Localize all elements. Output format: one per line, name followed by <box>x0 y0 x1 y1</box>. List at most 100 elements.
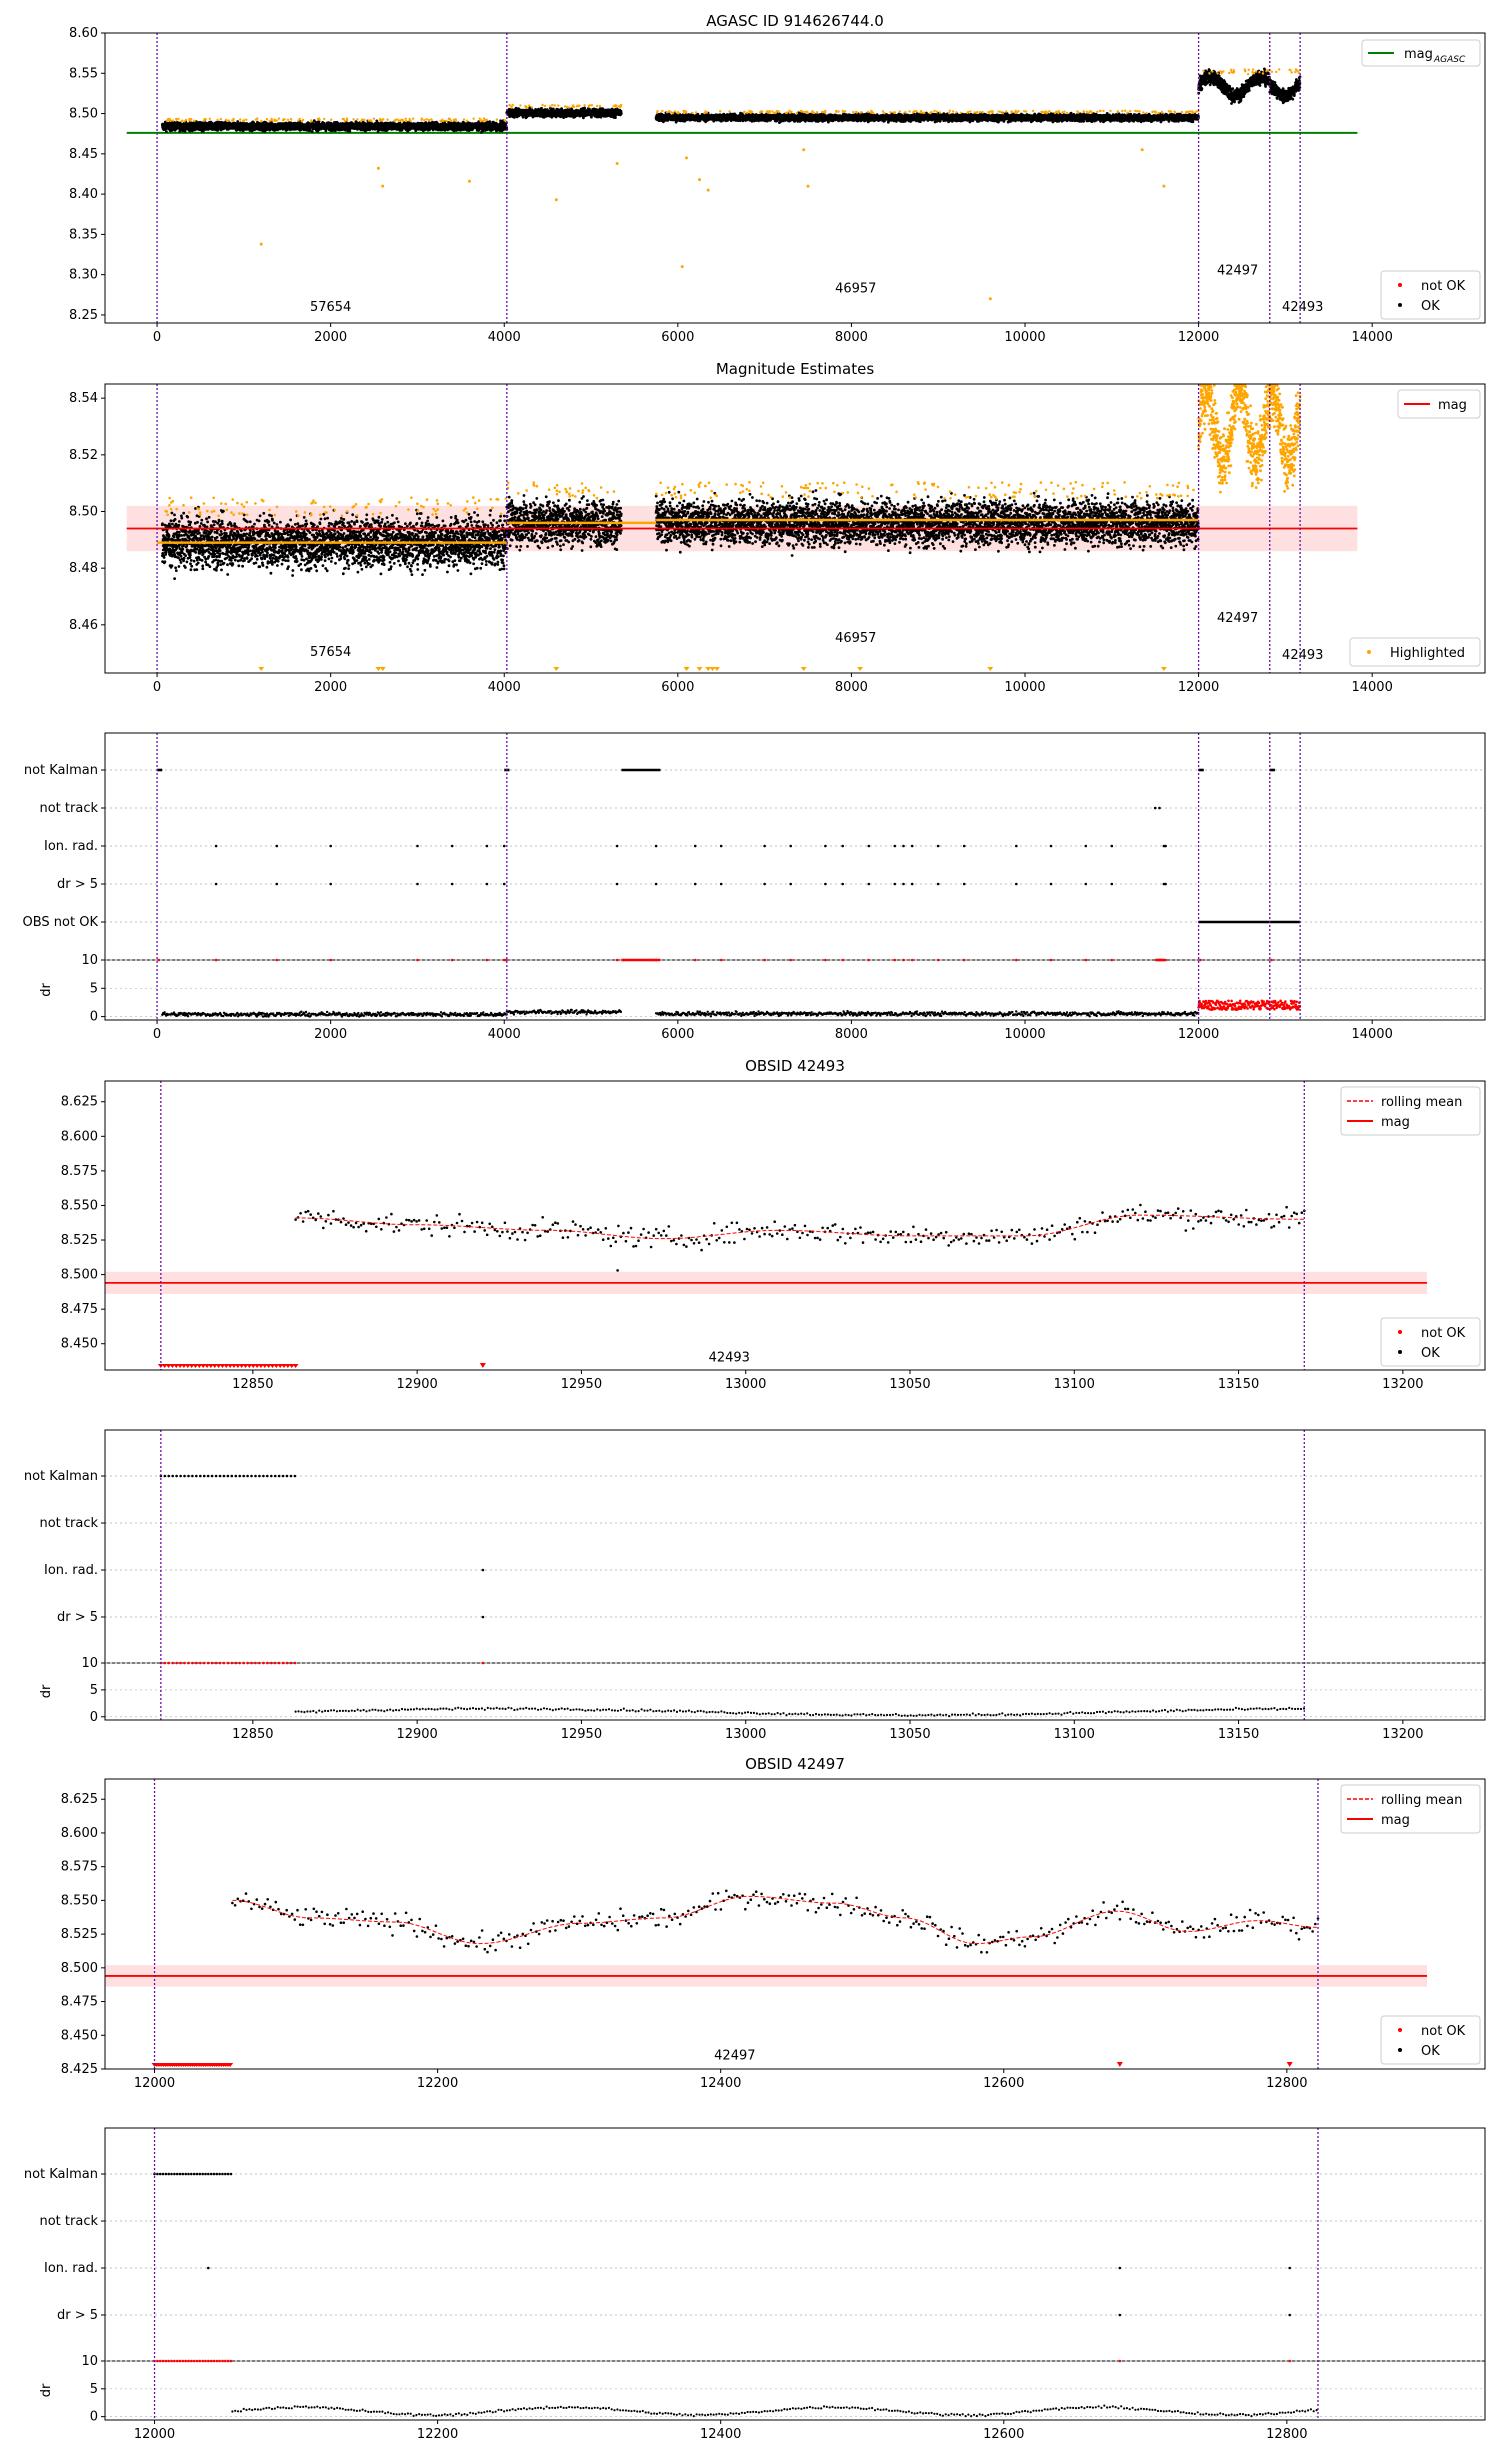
x-tick-label: 12600 <box>983 2427 1024 2442</box>
plot-frame <box>104 1080 1486 1371</box>
obsid-label: 42497 <box>714 2049 755 2064</box>
legend-dot-swatch <box>1398 303 1402 307</box>
x-tick-label: 4000 <box>488 680 521 695</box>
x-tick-label: 13050 <box>889 1377 930 1392</box>
y-tick-label: 8.500 <box>61 1961 98 1976</box>
rolling-mean-line <box>295 1214 1305 1240</box>
ok-points <box>654 111 1200 124</box>
flag-label: dr > 5 <box>57 1610 98 1625</box>
y-tick-label: 8.48 <box>69 561 98 576</box>
x-tick-label: 13150 <box>1218 1377 1259 1392</box>
x-tick-label: 14000 <box>1351 330 1392 345</box>
x-tick-label: 2000 <box>314 680 347 695</box>
legend-mag: mag <box>1397 389 1481 419</box>
x-tick-label: 12000 <box>134 2076 175 2091</box>
x-tick-label: 12000 <box>1178 1027 1219 1042</box>
x-tick-label: 13000 <box>725 1727 766 1742</box>
x-tick-label: 2000 <box>314 330 347 345</box>
y-tick-label: 8.425 <box>61 2062 98 2077</box>
legend-subscript: AGASC <box>1433 55 1466 65</box>
flag-label: not track <box>39 1516 98 1531</box>
flag-label: not track <box>39 2214 98 2229</box>
plot-frame <box>104 1429 1486 1721</box>
panel-flags-2: not Kalman not track Ion. rad. dr > 5 OBS no… <box>23 732 1486 1042</box>
flag-label: Ion. rad. <box>44 1563 98 1578</box>
legend-entry: rolling mean <box>1381 1793 1462 1808</box>
x-tick-label: 12200 <box>417 2076 458 2091</box>
panel-obsid-3: OBSID 42493 42493 12850 12900 12950 13000 1305… <box>61 1057 1486 1392</box>
y-tick-label: 8.525 <box>61 1927 98 1942</box>
legend-entry: not OK <box>1421 279 1466 294</box>
y-tick-label: 8.450 <box>61 2028 98 2043</box>
y-tick-label: 8.54 <box>69 391 98 406</box>
x-tick-label: 12850 <box>232 1377 273 1392</box>
ok-points <box>294 1203 1306 1252</box>
out-of-range-marker <box>696 667 703 671</box>
panel-agasc: AGASC ID 914626744.0 57654 46957 42497 42493… <box>69 12 1486 345</box>
legend-dot-swatch <box>1398 2028 1402 2032</box>
out-of-range-marker <box>709 667 716 671</box>
y-tick-label: 8.25 <box>69 308 98 323</box>
panel-title: OBSID 42497 <box>745 1755 845 1773</box>
plot-frame <box>104 732 1486 1021</box>
x-tick-label: 4000 <box>488 1027 521 1042</box>
x-tick-label: 12400 <box>700 2076 741 2091</box>
highlighted-points <box>1197 384 1302 494</box>
highlighted-points <box>655 480 1195 500</box>
plot-frame <box>104 32 1486 324</box>
out-of-range-marker <box>987 667 994 671</box>
obsid-label: 42497 <box>1217 611 1258 626</box>
x-tick-label: 10000 <box>1004 330 1045 345</box>
legend-ok-status: not OK OK <box>1380 1317 1481 1367</box>
obsid-label: 42493 <box>1282 648 1323 663</box>
y-tick-label: 8.625 <box>61 1095 98 1110</box>
out-of-range-marker <box>800 667 807 671</box>
x-tick-label: 13150 <box>1218 1727 1259 1742</box>
flag-label: OBS not OK <box>23 915 99 930</box>
rolling-mean-line <box>232 1895 1319 1945</box>
legend-frame <box>1340 1086 1481 1136</box>
out-of-range-marker <box>1160 667 1167 671</box>
x-tick-label: 12900 <box>396 1727 437 1742</box>
x-tick-label: 8000 <box>835 1027 868 1042</box>
flag-label: not Kalman <box>24 763 98 778</box>
x-tick-label: 12000 <box>1178 680 1219 695</box>
x-tick-label: 8000 <box>835 680 868 695</box>
x-tick-label: 13100 <box>1054 1377 1095 1392</box>
flag-label: dr > 5 <box>57 2308 98 2323</box>
out-of-range-marker <box>713 667 720 671</box>
y-tick-label: 8.600 <box>61 1826 98 1841</box>
dr-ok-points <box>231 2404 1318 2418</box>
dr-tick-label: 10 <box>81 2354 98 2369</box>
y-tick-label: 8.46 <box>69 618 98 633</box>
dr-ok-points <box>294 1706 1306 1718</box>
x-tick-label: 14000 <box>1351 1027 1392 1042</box>
out-of-range-marker <box>375 667 382 671</box>
y-tick-label: 8.52 <box>69 448 98 463</box>
legend-entry: mag <box>1381 1115 1410 1130</box>
y-tick-label: 8.475 <box>61 1995 98 2010</box>
dr-tick-label: 0 <box>90 1010 98 1025</box>
legend-dot-swatch <box>1398 283 1402 287</box>
legend-frame <box>1397 389 1481 419</box>
x-tick-label: 12000 <box>134 2427 175 2442</box>
x-tick-label: 12850 <box>232 1727 273 1742</box>
outlier-points <box>259 148 1166 301</box>
y-tick-label: 8.600 <box>61 1129 98 1144</box>
x-tick-label: 12950 <box>561 1727 602 1742</box>
legend-entry: OK <box>1421 1346 1440 1361</box>
dr-tick-label: 10 <box>81 953 98 968</box>
y-tick-label: 8.550 <box>61 1893 98 1908</box>
y-tick-label: 8.625 <box>61 1792 98 1807</box>
panel-title: OBSID 42493 <box>745 1057 845 1075</box>
panel-title: AGASC ID 914626744.0 <box>706 12 884 30</box>
panel-title-top: Magnitude Estimates <box>716 360 874 378</box>
flag-label: Ion. rad. <box>44 2261 98 2276</box>
y-tick-label: 8.50 <box>69 505 98 520</box>
obsid-label: 57654 <box>310 645 351 660</box>
legend-ok-status: not OK OK <box>1380 2015 1481 2065</box>
x-tick-label: 13050 <box>889 1727 930 1742</box>
dr-not-ok-points <box>1197 999 1302 1011</box>
x-tick-label: 12950 <box>561 1377 602 1392</box>
